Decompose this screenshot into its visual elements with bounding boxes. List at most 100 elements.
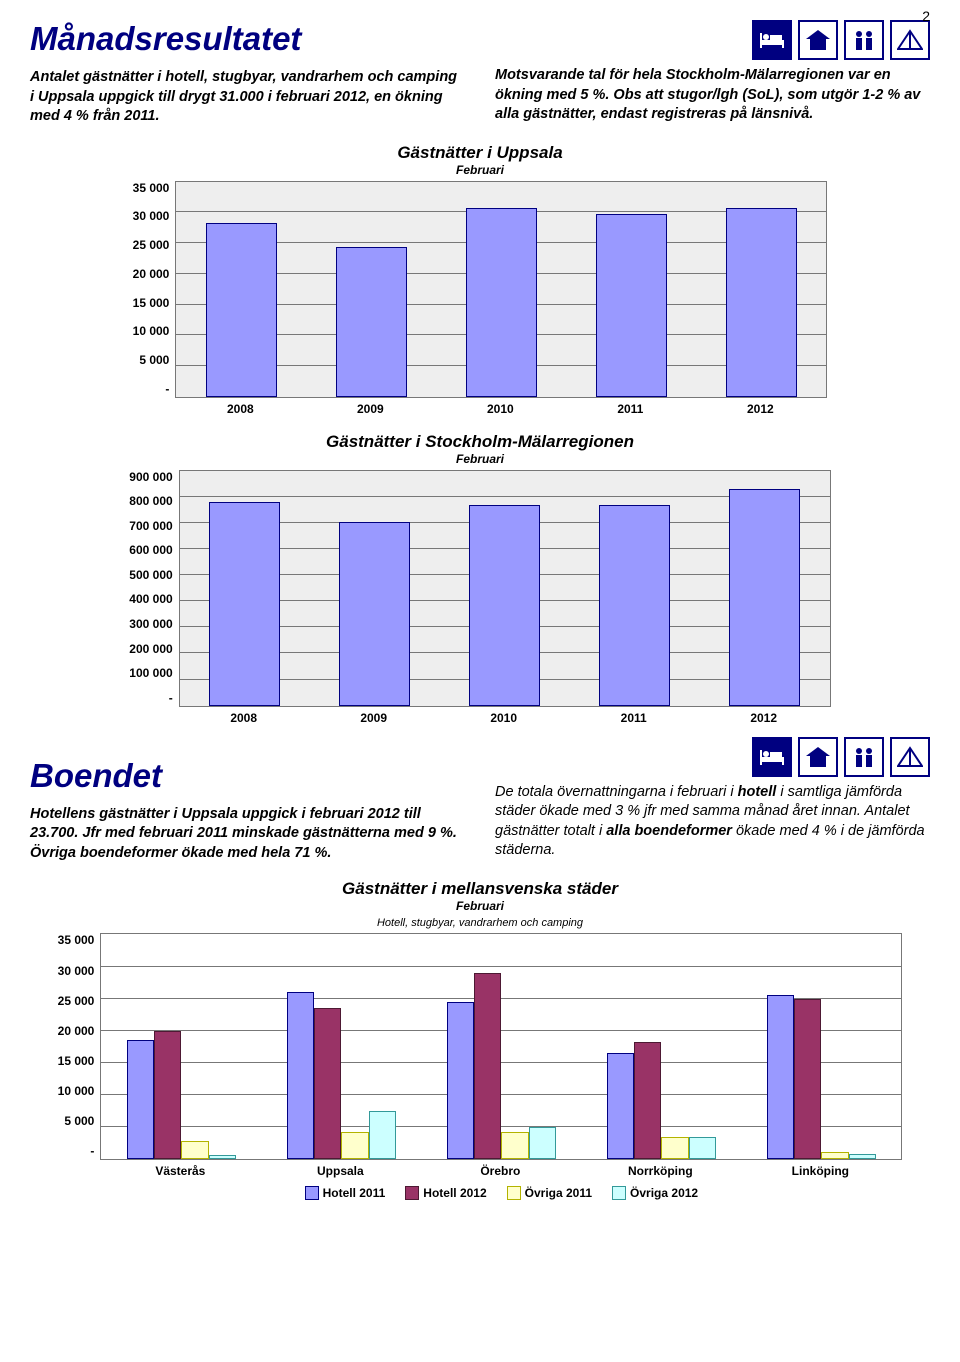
bar xyxy=(849,1154,876,1159)
x-tick-label: 2010 xyxy=(435,402,565,416)
bar xyxy=(336,247,408,396)
bar xyxy=(501,1132,528,1159)
y-tick-label: 900 000 xyxy=(129,470,172,484)
bar xyxy=(469,505,541,706)
y-tick-label: 20 000 xyxy=(58,1024,95,1038)
tent-icon xyxy=(890,737,930,777)
chart-cities-subtitle: Februari xyxy=(30,899,930,913)
bar xyxy=(314,1008,341,1159)
bar xyxy=(447,1002,474,1160)
bar xyxy=(661,1137,688,1160)
house-icon xyxy=(798,737,838,777)
bar xyxy=(794,999,821,1160)
bar xyxy=(689,1137,716,1160)
y-tick-label: 20 000 xyxy=(133,267,170,281)
legend-item: Övriga 2012 xyxy=(612,1186,698,1200)
bar xyxy=(341,1132,368,1160)
legend-label: Hotell 2012 xyxy=(423,1186,486,1200)
heading-top: Månadsresultatet xyxy=(30,20,465,58)
y-tick-label: 700 000 xyxy=(129,519,172,533)
chart-stockholm-subtitle: Februari xyxy=(30,452,930,466)
bar xyxy=(474,973,501,1159)
x-tick-label: 2011 xyxy=(569,711,699,725)
x-tick-label: Västerås xyxy=(100,1164,260,1178)
x-tick-label: 2008 xyxy=(179,711,309,725)
bar xyxy=(599,505,671,706)
y-tick-label: 5 000 xyxy=(64,1114,94,1128)
y-tick-label: 200 000 xyxy=(129,642,172,656)
tent-icon xyxy=(890,20,930,60)
x-tick-label: 2011 xyxy=(565,402,695,416)
y-tick-label: - xyxy=(165,382,169,396)
y-tick-label: 30 000 xyxy=(133,209,170,223)
legend-swatch xyxy=(405,1186,419,1200)
x-tick-label: 2012 xyxy=(695,402,825,416)
bed-icon xyxy=(752,20,792,60)
bar xyxy=(181,1141,208,1159)
y-tick-label: 15 000 xyxy=(58,1054,95,1068)
bar xyxy=(206,223,278,396)
chart-cities-subtitle2: Hotell, stugbyar, vandrarhem och camping xyxy=(30,917,930,929)
legend-label: Övriga 2012 xyxy=(630,1186,698,1200)
chart-stockholm-plot xyxy=(179,470,831,707)
chart-cities-plot xyxy=(100,933,902,1160)
house-icon xyxy=(798,20,838,60)
x-tick-label: 2008 xyxy=(175,402,305,416)
y-tick-label: 25 000 xyxy=(133,238,170,252)
y-tick-label: 15 000 xyxy=(133,296,170,310)
legend-label: Hotell 2011 xyxy=(323,1186,386,1200)
bar xyxy=(466,208,538,397)
legend-label: Övriga 2011 xyxy=(525,1186,592,1200)
x-tick-label: Örebro xyxy=(420,1164,580,1178)
x-tick-label: Linköping xyxy=(740,1164,900,1178)
chart-stockholm-title: Gästnätter i Stockholm-Mälarregionen xyxy=(30,432,930,452)
bar xyxy=(607,1053,634,1159)
body-right: De totala övernattningarna i februari i … xyxy=(495,783,930,861)
bar xyxy=(369,1111,396,1159)
x-tick-label: Uppsala xyxy=(260,1164,420,1178)
legend-swatch xyxy=(612,1186,626,1200)
people-icon xyxy=(844,737,884,777)
legend-item: Hotell 2012 xyxy=(405,1186,486,1200)
bar xyxy=(154,1031,181,1159)
y-tick-label: 35 000 xyxy=(133,181,170,195)
bar xyxy=(529,1127,556,1159)
bar xyxy=(339,522,411,706)
y-tick-label: - xyxy=(90,1144,94,1158)
y-tick-label: - xyxy=(169,691,173,705)
bar xyxy=(127,1040,154,1159)
icon-strip-top xyxy=(495,20,930,60)
bar xyxy=(596,214,668,396)
chart-uppsala-plot xyxy=(175,181,827,398)
x-tick-label: Norrköping xyxy=(580,1164,740,1178)
bar xyxy=(729,489,801,706)
heading-mid: Boendet xyxy=(30,757,465,795)
bar xyxy=(209,1155,236,1160)
bar xyxy=(726,208,798,397)
y-tick-label: 5 000 xyxy=(139,353,169,367)
y-tick-label: 800 000 xyxy=(129,494,172,508)
y-tick-label: 35 000 xyxy=(58,933,95,947)
x-tick-label: 2012 xyxy=(699,711,829,725)
y-tick-label: 300 000 xyxy=(129,617,172,631)
intro-right: Motsvarande tal för hela Stockholm-Mälar… xyxy=(495,66,930,125)
bar xyxy=(821,1152,848,1159)
bar xyxy=(287,992,314,1159)
legend-item: Hotell 2011 xyxy=(305,1186,386,1200)
y-tick-label: 600 000 xyxy=(129,543,172,557)
y-tick-label: 25 000 xyxy=(58,994,95,1008)
people-icon xyxy=(844,20,884,60)
chart-uppsala-subtitle: Februari xyxy=(30,163,930,177)
x-tick-label: 2010 xyxy=(439,711,569,725)
bed-icon xyxy=(752,737,792,777)
y-tick-label: 30 000 xyxy=(58,964,95,978)
chart-cities-legend: Hotell 2011 Hotell 2012 Övriga 2011 Övriga … xyxy=(100,1186,902,1200)
bar xyxy=(209,502,281,706)
x-tick-label: 2009 xyxy=(309,711,439,725)
legend-swatch xyxy=(507,1186,521,1200)
y-tick-label: 500 000 xyxy=(129,568,172,582)
y-tick-label: 400 000 xyxy=(129,592,172,606)
legend-item: Övriga 2011 xyxy=(507,1186,592,1200)
y-tick-label: 10 000 xyxy=(58,1084,95,1098)
x-tick-label: 2009 xyxy=(305,402,435,416)
